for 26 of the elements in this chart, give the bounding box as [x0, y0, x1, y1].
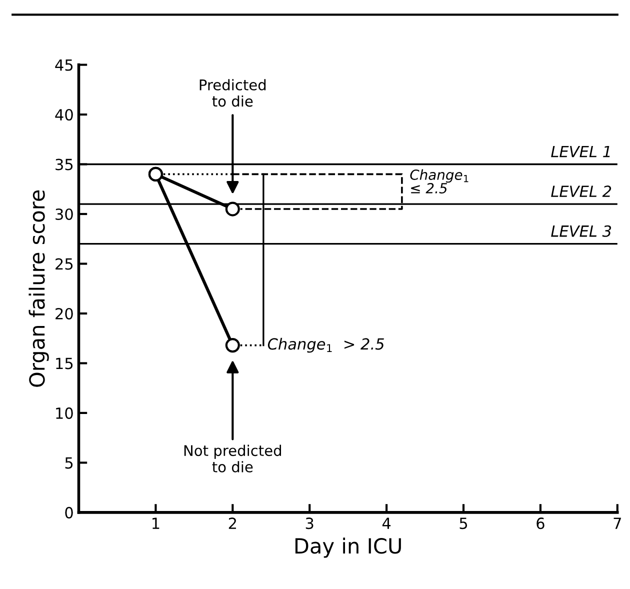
x-tick-label: 4: [382, 518, 391, 529]
x-axis-title: Day in ICU: [295, 538, 401, 558]
y-tick-label: 15: [56, 358, 73, 370]
y-axis-title: Organ failure score: [28, 190, 49, 387]
ref-line-label: LEVEL 1: [551, 146, 610, 158]
annotation: Not predicted to die: [184, 444, 281, 472]
y-tick-label: 35: [56, 158, 73, 170]
x-tick-label: 2: [228, 518, 236, 529]
y-tick-label: 10: [56, 407, 73, 419]
annotation: Predicted to die: [200, 79, 266, 107]
x-tick-label: 5: [460, 518, 468, 530]
y-tick-label: 30: [56, 208, 73, 220]
text: Change$_{1}$ ≤ 2.5: [410, 169, 468, 194]
y-tick-label: 40: [55, 108, 73, 121]
x-tick-label: 7: [614, 518, 621, 529]
y-tick-label: 5: [65, 457, 73, 469]
y-tick-label: 25: [56, 258, 73, 270]
ref-line-label: LEVEL 2: [551, 186, 612, 197]
x-tick-label: 3: [306, 518, 314, 530]
y-tick-label: 45: [55, 59, 73, 71]
y-tick-label: 20: [56, 308, 73, 320]
x-tick-label: 1: [152, 518, 160, 529]
annotation: Change$_{1}$ > 2.5: [268, 338, 384, 353]
ref-line-label: LEVEL 3: [551, 225, 612, 237]
y-tick-label: 0: [65, 506, 73, 518]
x-tick-label: 6: [536, 518, 544, 530]
